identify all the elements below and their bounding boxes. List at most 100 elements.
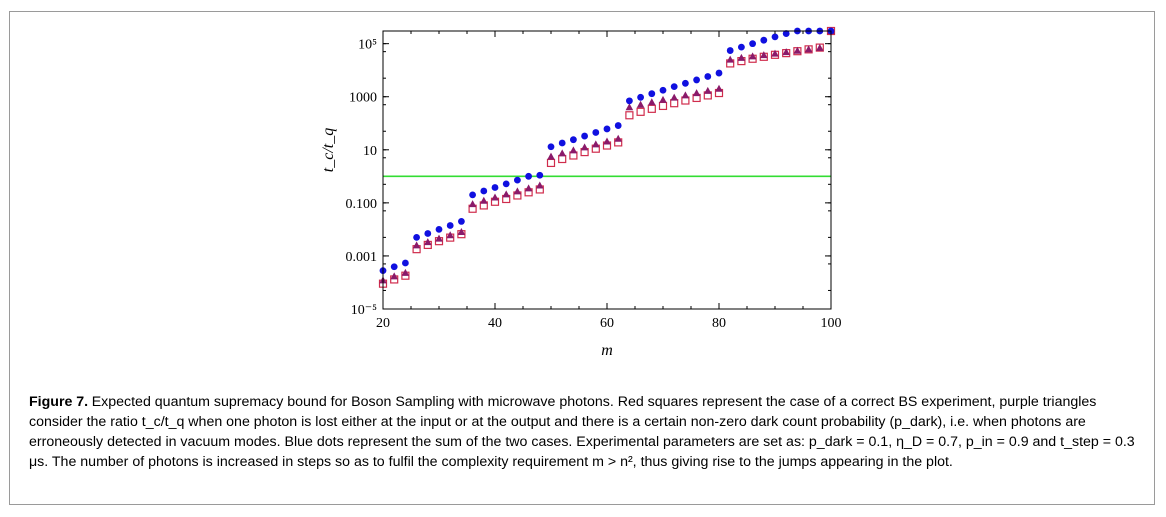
triangle-point [513, 187, 522, 195]
triangle-point [625, 103, 634, 111]
triangle-point [748, 52, 757, 60]
triangle-point [726, 55, 734, 63]
triangle-point [457, 227, 466, 235]
triangle-point [480, 196, 488, 204]
circle-point [502, 180, 510, 188]
circle-point [413, 233, 420, 241]
triangle-point [569, 146, 578, 154]
triangle-point [715, 84, 723, 92]
triangle-point [636, 100, 645, 108]
y-tick-label: 10⁵ [358, 38, 377, 53]
x-axis-label: m [601, 342, 613, 359]
circle-point [570, 136, 577, 144]
x-tick-label: 20 [376, 316, 390, 331]
circle-point [458, 218, 465, 225]
circle-point [514, 176, 521, 184]
square-point [558, 154, 567, 164]
circle-point [525, 172, 532, 180]
circle-point [435, 225, 443, 233]
triangle-point [468, 200, 477, 208]
figure-caption-text: Expected quantum supremacy bound for Bos… [29, 394, 1135, 470]
triangle-point [816, 43, 824, 51]
triangle-point [446, 231, 454, 239]
triangle-point [603, 137, 611, 145]
triangle-point [793, 46, 802, 54]
triangle-point [771, 49, 779, 57]
triangle-point [659, 95, 667, 103]
x-tick-label: 60 [600, 316, 614, 331]
figure-caption: Figure 7. Expected quantum supremacy bou… [29, 392, 1144, 472]
triangle-point [648, 98, 656, 106]
circle-point [659, 86, 667, 94]
circle-point [536, 171, 544, 179]
y-tick-label: 0.001 [346, 250, 378, 265]
triangle-point [692, 89, 701, 97]
triangle-point [592, 140, 600, 148]
circle-point [782, 30, 790, 37]
circle-point [648, 90, 656, 98]
square-point [625, 111, 634, 120]
circle-point [581, 132, 588, 140]
circle-point [469, 191, 476, 199]
triangle-point [524, 184, 533, 192]
circle-point [626, 97, 633, 105]
circle-point [390, 263, 398, 271]
circle-point [704, 73, 712, 80]
circle-point [749, 40, 756, 48]
triangle-point [558, 149, 566, 157]
circle-point [547, 143, 555, 151]
circle-point [738, 43, 745, 51]
circle-point [424, 230, 432, 237]
circle-point [491, 184, 499, 191]
circle-point [480, 187, 488, 195]
circle-point [402, 259, 409, 267]
triangle-point [670, 93, 678, 101]
square-point [647, 104, 656, 113]
triangle-point [536, 181, 544, 189]
circle-point [760, 36, 768, 44]
triangle-point [502, 190, 510, 198]
x-tick-label: 100 [821, 316, 842, 331]
square-point [658, 101, 668, 111]
circle-point [682, 79, 689, 87]
triangle-point [401, 268, 410, 276]
figure-label: Figure 7. [29, 394, 89, 410]
circle-point [693, 76, 700, 84]
circle-point [715, 69, 723, 77]
circle-point [726, 47, 734, 54]
y-tick-label: 10 [363, 144, 377, 159]
square-point [546, 158, 556, 168]
y-tick-label: 1000 [349, 91, 377, 106]
triangle-point [435, 234, 443, 242]
triangle-point [491, 193, 499, 201]
triangle-point [804, 45, 813, 53]
y-axis-label: t_c/t_q [320, 128, 337, 172]
triangle-point [390, 272, 398, 280]
y-tick-label: 10⁻⁵ [351, 303, 377, 318]
circle-point [446, 222, 454, 229]
y-tick-label: 0.100 [346, 197, 378, 212]
square-point [670, 99, 679, 108]
triangle-point [704, 86, 712, 94]
circle-point [637, 93, 644, 101]
scatter-plot: 20 40 60 80 100 10⁻⁵ 0.001 0.100 10 1000 10⁵ m t_c/… [320, 26, 842, 359]
triangle-point [424, 238, 432, 246]
circle-point [603, 125, 611, 133]
x-tick-label: 80 [712, 316, 726, 331]
square-point [636, 107, 645, 116]
triangle-point [412, 241, 421, 249]
x-tick-label: 40 [488, 316, 502, 331]
circle-point [592, 129, 600, 136]
circle-point [771, 33, 779, 41]
triangle-point [681, 91, 690, 99]
triangle-point [760, 51, 768, 59]
triangle-point [614, 134, 622, 142]
figure-frame: 20 40 60 80 100 10⁻⁵ 0.001 0.100 10 1000 10⁵ m t_c/… [9, 11, 1155, 505]
circle-point [614, 122, 622, 129]
triangle-point [547, 152, 555, 160]
triangle-point [580, 143, 589, 151]
triangle-point [737, 53, 746, 61]
circle-point [558, 139, 566, 147]
circle-point [670, 83, 678, 91]
plot-frame [382, 30, 832, 310]
